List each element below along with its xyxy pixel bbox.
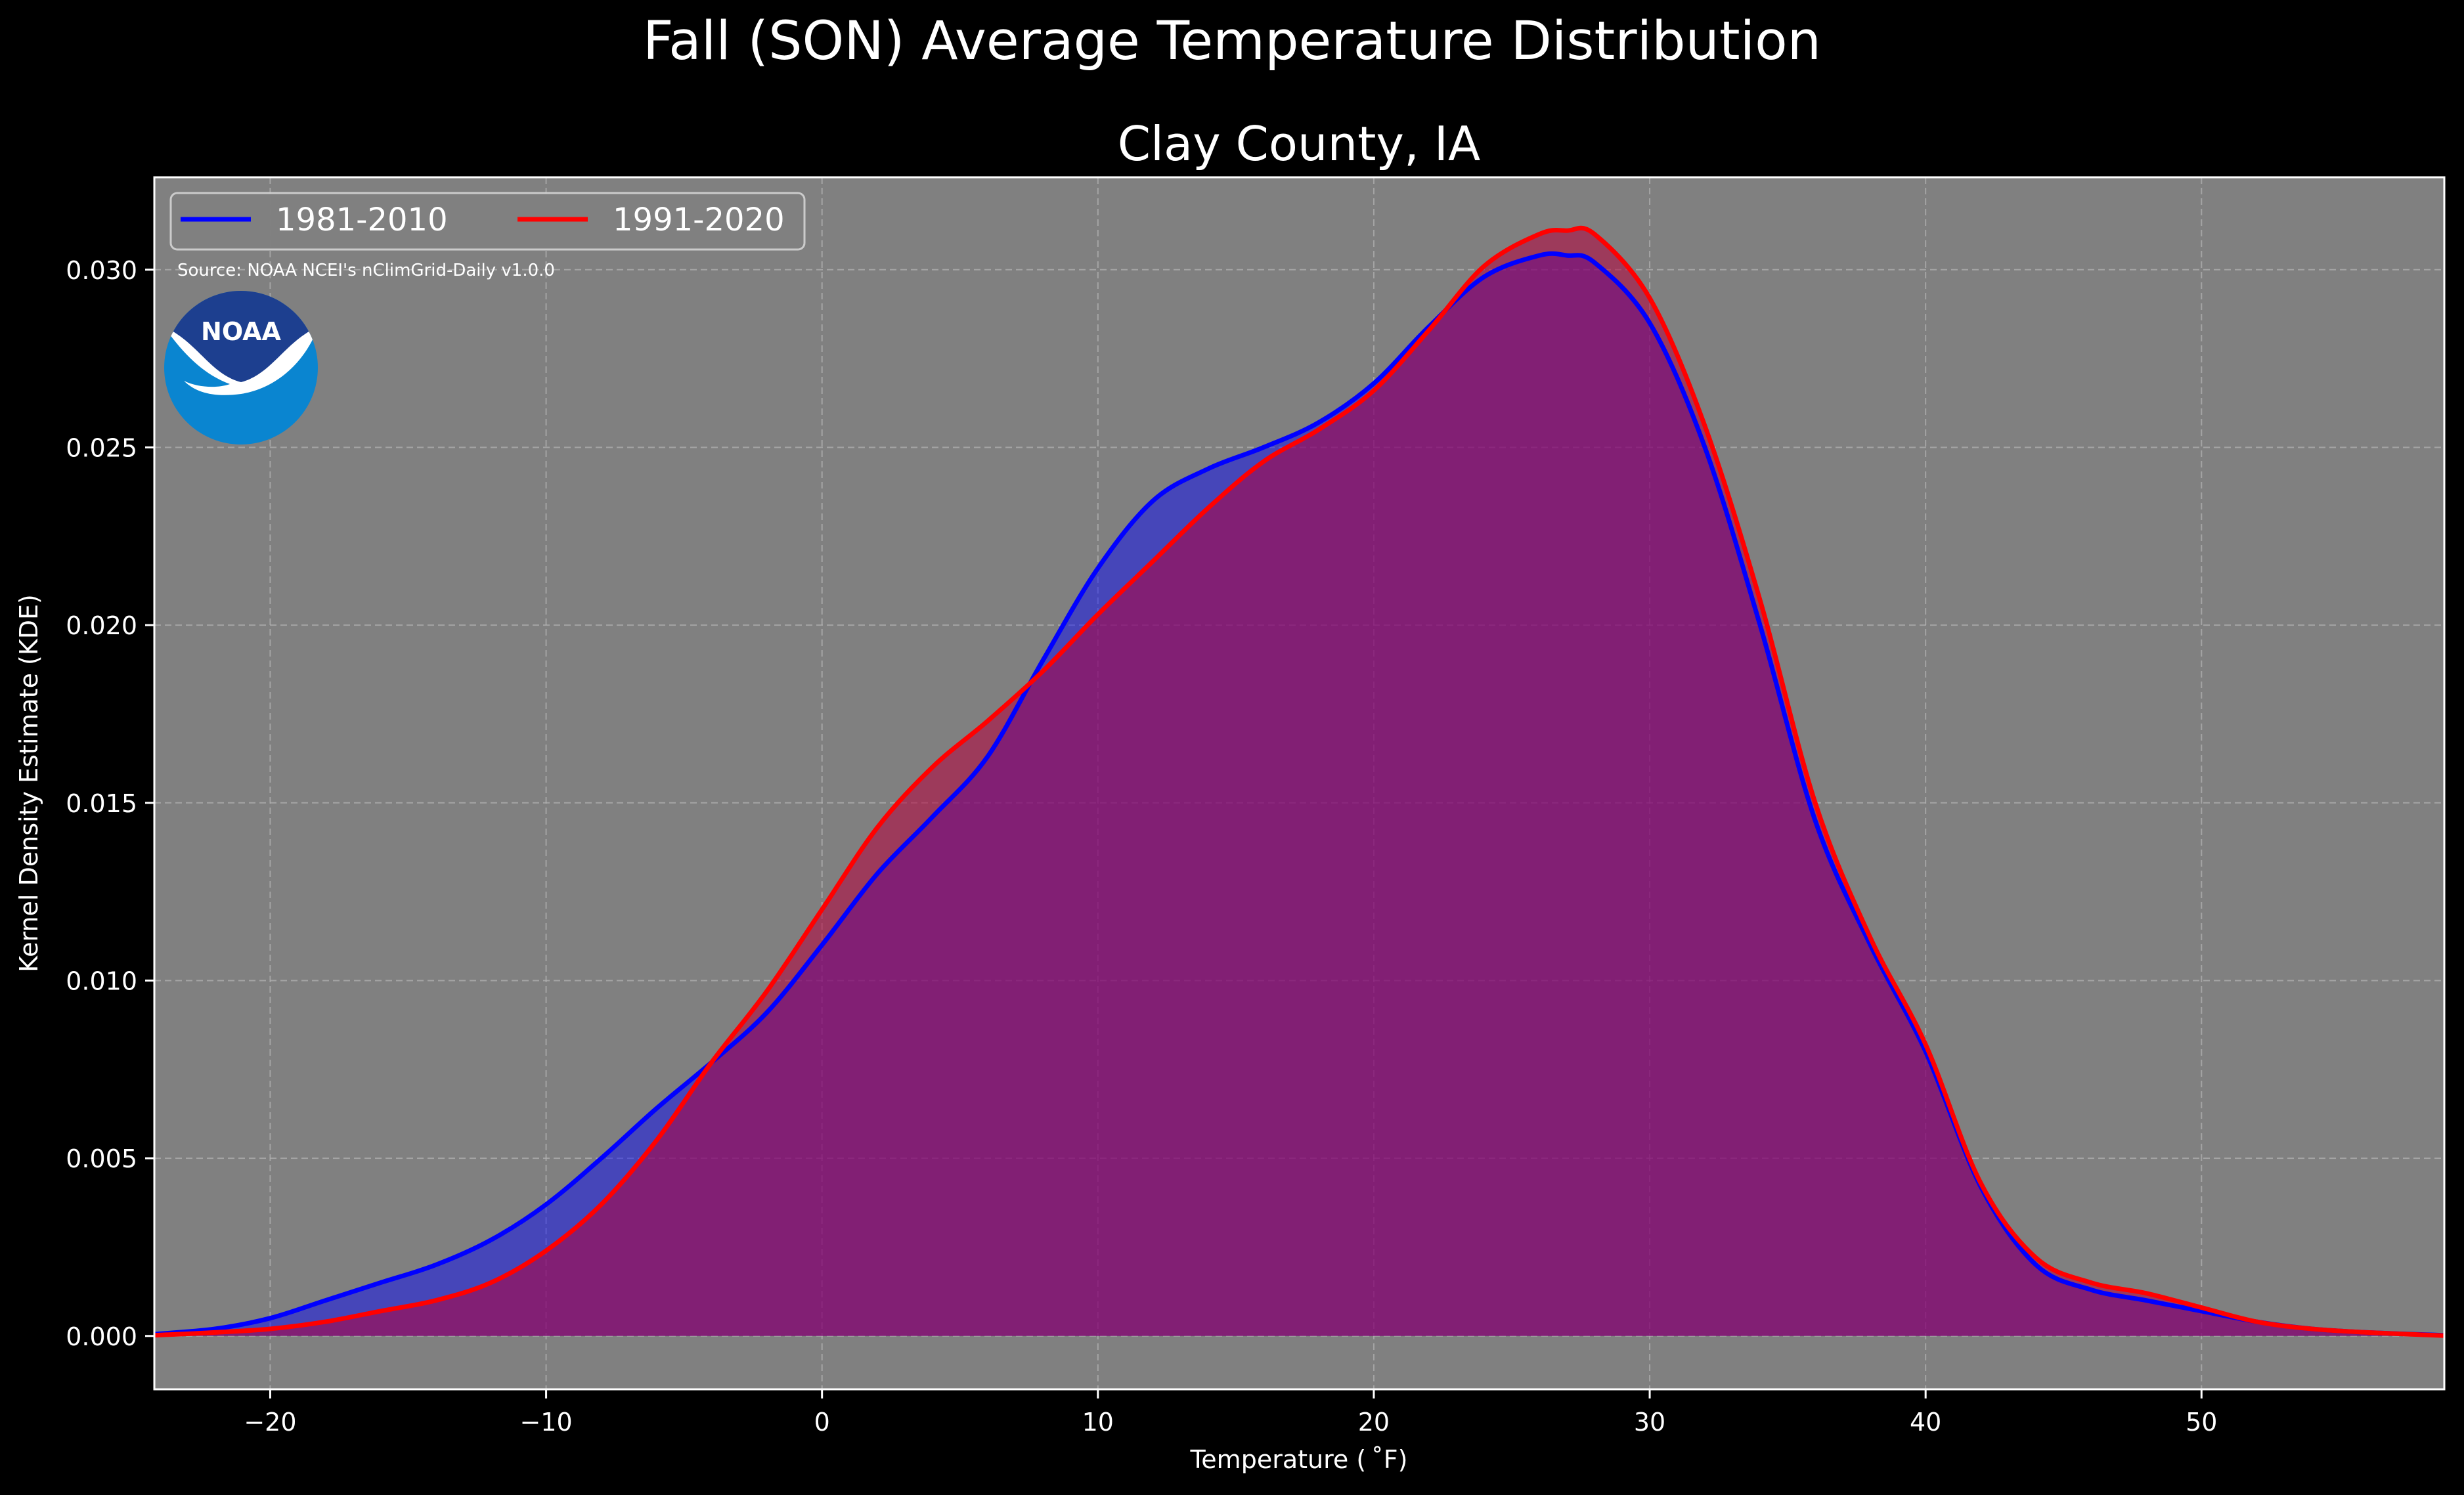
- noaa-logo-text: NOAA: [201, 317, 281, 346]
- series-area-1991-2020: [154, 228, 2444, 1336]
- x-tick-label: −20: [244, 1408, 296, 1437]
- y-tick-label: 0.010: [66, 966, 137, 995]
- x-tick-label: 50: [2186, 1408, 2217, 1437]
- legend-box: [169, 192, 806, 251]
- ticks: −20 −10 0 10 20 30 40 50 0.000 0.005 0.010 0.015 0.0…: [66, 256, 2217, 1437]
- noaa-logo-bird: [164, 327, 318, 395]
- legend: 1981-2010 1991-2020: [169, 192, 806, 251]
- x-tick-label: −10: [519, 1408, 572, 1437]
- y-tick-label: 0.000: [66, 1322, 137, 1351]
- source-annotation: Source: NOAA NCEI's nClimGrid-Daily v1.0…: [177, 261, 555, 280]
- y-tick-label: 0.020: [66, 611, 137, 640]
- x-tick-label: 0: [814, 1408, 830, 1437]
- series-line-1981-2010: [154, 251, 2445, 1338]
- x-tick-label: 40: [1910, 1408, 1941, 1437]
- noaa-logo: NOAA: [164, 291, 318, 444]
- legend-label-1991-2020: 1991-2020: [613, 202, 785, 238]
- legend-label-1981-2010: 1981-2010: [276, 202, 448, 238]
- series-layer: [154, 225, 2445, 1338]
- series-line-1991-2020: [154, 225, 2445, 1338]
- chart-title: Fall (SON) Average Temperature Distribut…: [643, 11, 1821, 72]
- x-axis-label: Temperature ( ˚F): [1190, 1445, 1408, 1474]
- y-axis-label: Kernel Density Estimate (KDE): [14, 594, 43, 972]
- x-tick-label: 20: [1358, 1408, 1390, 1437]
- y-tick-label: 0.030: [66, 256, 137, 285]
- x-tick-label: 10: [1082, 1408, 1114, 1437]
- y-tick-label: 0.005: [66, 1144, 137, 1173]
- y-tick-label: 0.015: [66, 789, 137, 818]
- chart-subtitle: Clay County, IA: [1118, 116, 1481, 171]
- x-tick-label: 30: [1634, 1408, 1665, 1437]
- y-tick-label: 0.025: [66, 433, 137, 462]
- plot-frame: [153, 176, 2446, 1391]
